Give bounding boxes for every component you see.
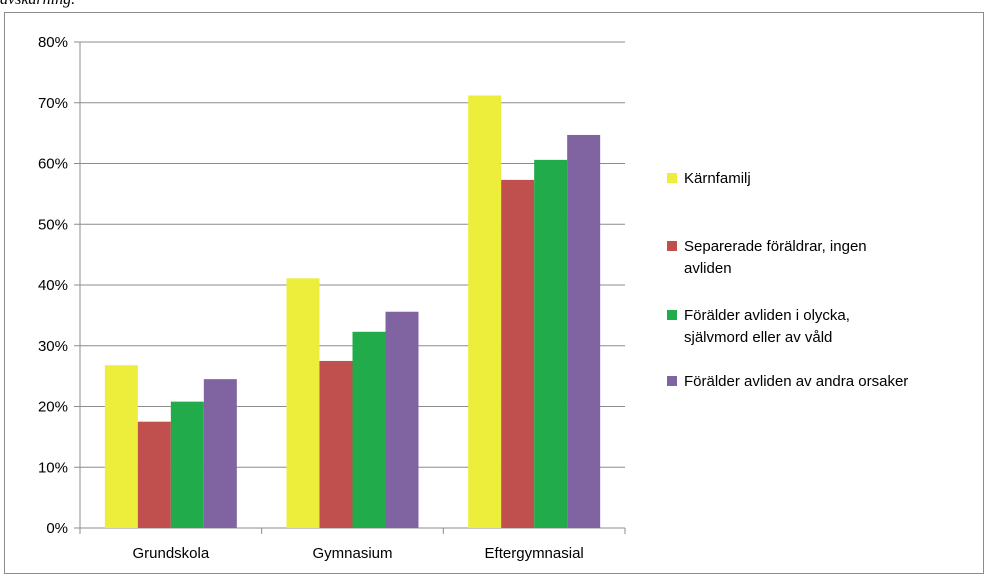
legend-swatch <box>667 241 677 251</box>
bar <box>534 159 568 529</box>
legend-label: Förälder avliden av andra orsaker <box>684 373 908 390</box>
y-tick-label: 40% <box>38 277 68 294</box>
legend-swatch <box>667 376 677 386</box>
y-tick-label: 70% <box>38 95 68 112</box>
legend-swatch <box>667 310 677 320</box>
bar <box>137 421 171 528</box>
legend-label: Förälder avliden i olycka, <box>684 307 850 324</box>
legend-swatch <box>667 173 677 183</box>
legend-label: självmord eller av våld <box>684 329 832 346</box>
bar <box>468 95 502 529</box>
bar <box>319 360 353 528</box>
y-tick-label: 60% <box>38 156 68 173</box>
bar <box>567 134 601 528</box>
bar <box>104 365 138 528</box>
bar <box>352 331 386 528</box>
caption-text: avskärning. <box>0 0 300 12</box>
legend-label: Separerade föräldrar, ingen <box>684 238 867 255</box>
bar <box>385 311 419 528</box>
y-tick-label: 50% <box>38 216 68 233</box>
legend-label: Kärnfamilj <box>684 170 751 187</box>
bar <box>501 179 535 528</box>
y-tick-label: 0% <box>46 520 68 537</box>
y-tick-label: 30% <box>38 338 68 355</box>
bar <box>286 278 320 528</box>
x-tick-label: Grundskola <box>132 545 209 562</box>
x-tick-label: Gymnasium <box>312 545 392 562</box>
y-tick-label: 10% <box>38 459 68 476</box>
y-tick-label: 20% <box>38 399 68 416</box>
x-tick-label: Eftergymnasial <box>485 545 584 562</box>
bar <box>170 401 204 528</box>
y-tick-label: 80% <box>38 34 68 51</box>
legend-label: avliden <box>684 260 732 277</box>
bar <box>203 379 237 528</box>
